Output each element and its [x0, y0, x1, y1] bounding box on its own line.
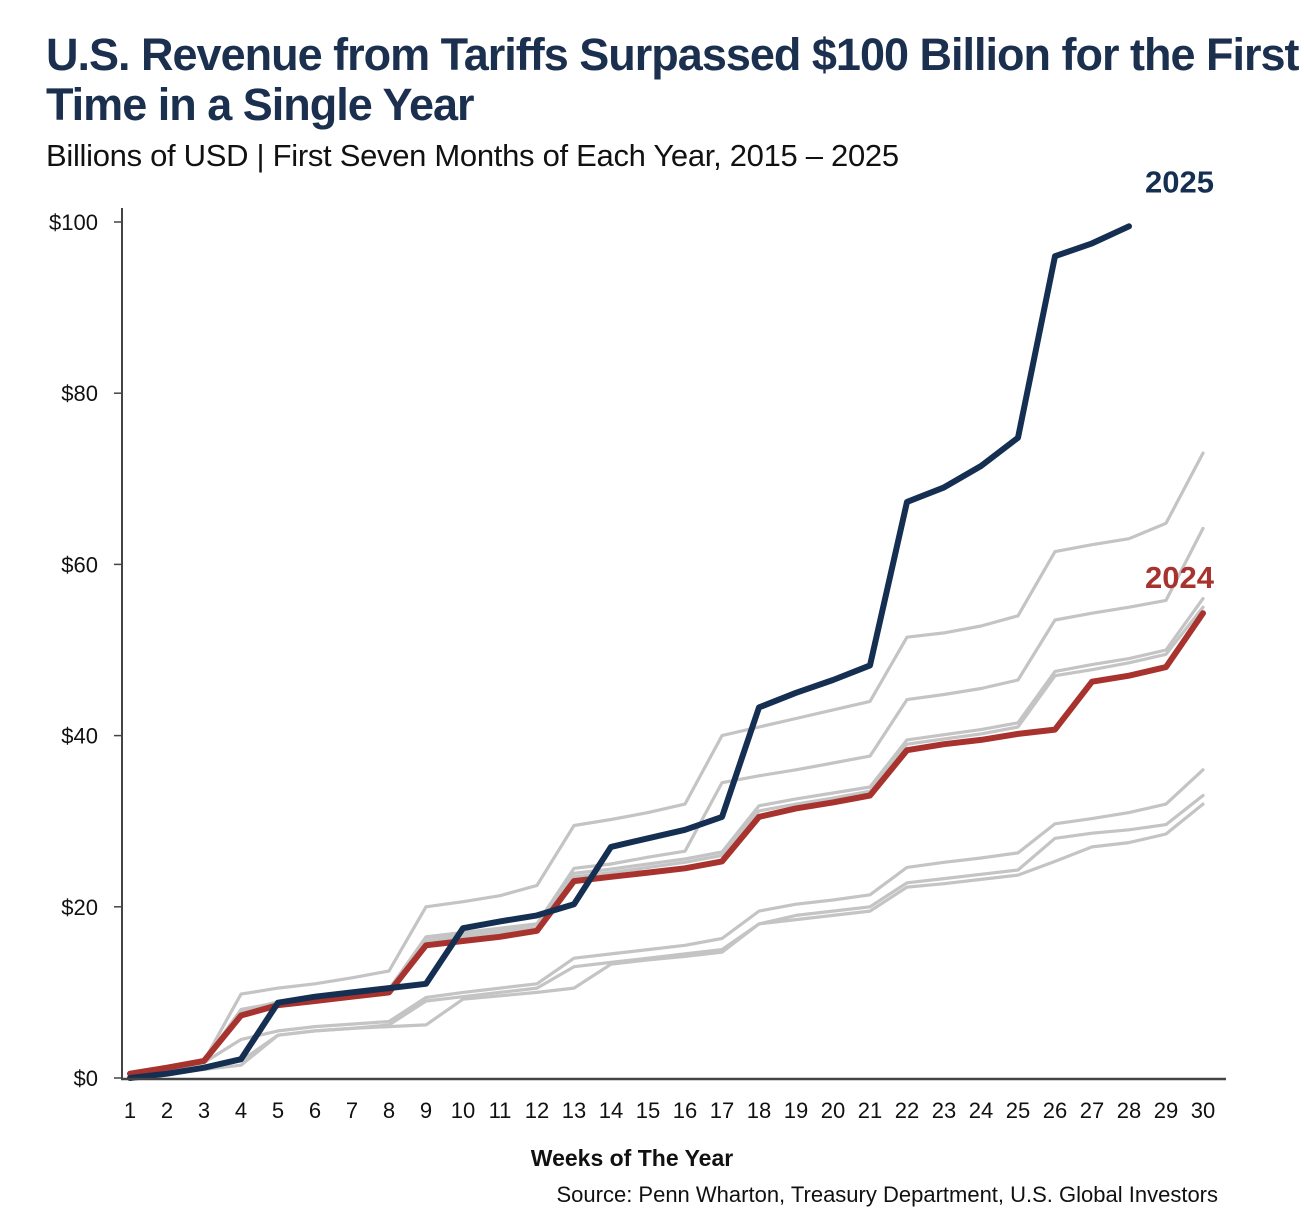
x-tick-label: 19 [784, 1098, 808, 1123]
series-line-other-year-1 [128, 451, 1205, 1076]
y-tick-label: $0 [74, 1066, 98, 1091]
series-line-2025 [127, 223, 1132, 1081]
x-tick-label: 6 [309, 1098, 321, 1123]
x-tick-label: 22 [895, 1098, 919, 1123]
x-tick-label: 29 [1154, 1098, 1178, 1123]
x-tick-label: 24 [969, 1098, 993, 1123]
x-tick-label: 14 [599, 1098, 623, 1123]
chart-subtitle: Billions of USD | First Seven Months of … [46, 138, 899, 173]
series-label-2025: 2025 [1145, 164, 1214, 199]
series-line-other-year-7 [128, 802, 1205, 1080]
x-tick-label: 23 [932, 1098, 956, 1123]
x-tick-label: 11 [489, 1098, 512, 1123]
x-tick-label: 15 [636, 1098, 660, 1123]
x-tick-label: 5 [272, 1098, 284, 1123]
x-tick-label: 20 [821, 1098, 845, 1123]
y-tick-label: $60 [61, 552, 98, 577]
y-tick-label: $20 [61, 895, 98, 920]
series-line-other-year-5 [128, 768, 1205, 1077]
x-tick-label: 4 [235, 1098, 247, 1123]
x-tick-label: 30 [1191, 1098, 1215, 1123]
x-axis-title: Weeks of The Year [531, 1145, 733, 1171]
x-tick-label: 27 [1080, 1098, 1104, 1123]
x-tick-label: 2 [161, 1098, 173, 1123]
y-tick-label: $40 [61, 724, 98, 749]
x-tick-label: 17 [710, 1098, 734, 1123]
series-line-2024 [127, 610, 1206, 1077]
x-tick-label: 9 [420, 1098, 432, 1123]
chart-title: U.S. Revenue from Tariffs Surpassed $100… [46, 29, 1300, 130]
x-tick-label: 28 [1117, 1098, 1141, 1123]
x-tick-label: 8 [383, 1098, 395, 1123]
x-tick-label: 1 [124, 1098, 136, 1123]
series-label-2024: 2024 [1145, 560, 1215, 595]
x-tick-label: 3 [198, 1098, 210, 1123]
x-tick-label: 12 [525, 1098, 549, 1123]
x-tick-label: 7 [346, 1098, 358, 1123]
x-tick-label: 18 [747, 1098, 771, 1123]
series-line-other-year-2 [128, 526, 1205, 1076]
x-tick-label: 16 [673, 1098, 697, 1123]
x-tick-label: 26 [1043, 1098, 1067, 1123]
source-note: Source: Penn Wharton, Treasury Departmen… [556, 1182, 1218, 1207]
y-tick-label: $80 [61, 381, 98, 406]
y-tick-label: $100 [49, 210, 98, 235]
x-tick-label: 21 [858, 1098, 882, 1123]
x-tick-label: 10 [451, 1098, 475, 1123]
x-tick-label: 13 [562, 1098, 586, 1123]
x-tick-label: 25 [1006, 1098, 1030, 1123]
